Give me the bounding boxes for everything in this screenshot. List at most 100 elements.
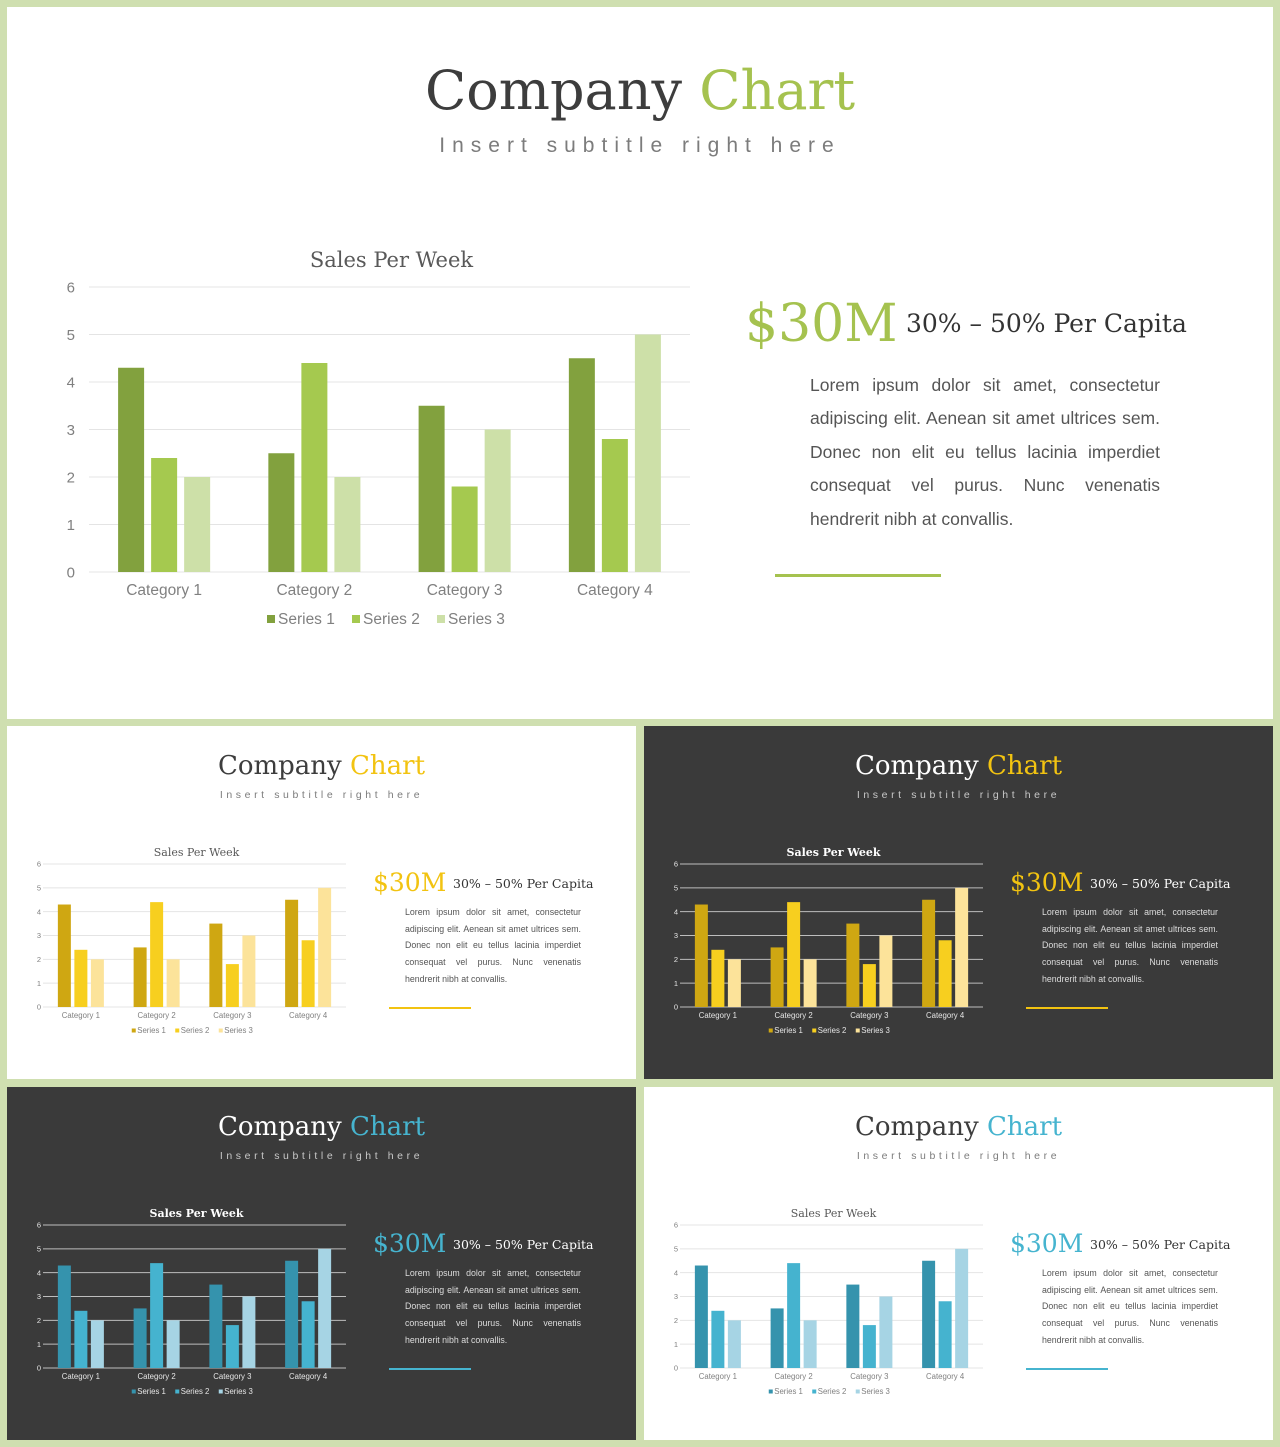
bar-3-1 — [846, 923, 860, 1007]
bar-4-2 — [938, 940, 952, 1007]
y-tick-label: 3 — [674, 931, 678, 940]
bar-4-1 — [285, 899, 299, 1007]
slide-subtitle: Insert subtitle right here — [219, 789, 424, 801]
y-tick-label: 4 — [67, 374, 75, 391]
y-tick-label: 4 — [674, 1268, 678, 1277]
legend-swatch — [131, 1389, 136, 1394]
sales-chart: Sales Per Week 0 1 2 3 4 5 6 Category 1 Category … — [37, 1207, 346, 1396]
title-accent: Chart — [987, 751, 1063, 781]
legend-swatch — [855, 1389, 860, 1394]
category-label: Category 4 — [926, 1372, 965, 1381]
legend-label: Series 3 — [861, 1387, 890, 1396]
bar-1-1 — [57, 904, 71, 1007]
legend-swatch — [267, 615, 275, 623]
legend-label: Series 2 — [818, 1387, 847, 1396]
chart-title: Sales Per Week — [787, 846, 881, 859]
slide-blue-light: Company Chart Insert subtitle right here… — [644, 1087, 1273, 1440]
category-label: Category 4 — [926, 1011, 965, 1020]
slide-title: Company Chart — [7, 59, 1273, 122]
bar-2-2 — [150, 1263, 164, 1368]
legend-swatch — [812, 1389, 817, 1394]
y-tick-label: 1 — [37, 1340, 41, 1349]
category-label: Category 2 — [138, 1372, 176, 1381]
bar-4-1 — [568, 358, 595, 572]
title-accent: Chart — [699, 59, 856, 122]
bar-1-2 — [711, 949, 725, 1007]
big-number: $30M — [745, 294, 898, 354]
bar-4-1 — [922, 1260, 936, 1368]
title-main: Company — [217, 751, 342, 781]
bar-2-3 — [166, 1320, 180, 1368]
chart-title: Sales Per Week — [150, 1207, 244, 1220]
category-label: Category 3 — [850, 1011, 888, 1020]
bar-4-3 — [634, 334, 661, 572]
bar-1-1 — [57, 1265, 71, 1368]
y-tick-label: 6 — [37, 1221, 41, 1230]
category-label: Category 1 — [62, 1372, 100, 1381]
slide-yellow-dark: Company Chart Insert subtitle right here… — [644, 726, 1273, 1079]
y-tick-label: 5 — [37, 883, 41, 892]
bar-1-1 — [118, 367, 145, 572]
bar-4-3 — [955, 1248, 969, 1368]
bar-2-1 — [268, 453, 295, 572]
y-tick-label: 1 — [37, 979, 41, 988]
big-number: $30M — [1010, 1229, 1084, 1258]
y-tick-label: 2 — [674, 1316, 678, 1325]
bar-1-3 — [90, 1320, 104, 1368]
legend-label: Series 3 — [448, 611, 505, 628]
big-number: $30M — [373, 868, 447, 897]
bar-3-3 — [879, 935, 893, 1007]
category-label: Category 1 — [62, 1011, 100, 1020]
title-main: Company — [424, 59, 683, 122]
y-tick-label: 1 — [674, 979, 678, 988]
y-tick-label: 3 — [37, 931, 41, 940]
chart-title: Sales Per Week — [791, 1207, 877, 1220]
y-tick-label: 6 — [37, 860, 41, 869]
category-label: Category 3 — [213, 1011, 251, 1020]
category-label: Category 4 — [577, 582, 653, 599]
y-tick-label: 5 — [67, 327, 75, 344]
accent-underline — [389, 1368, 471, 1370]
y-tick-label: 2 — [37, 1316, 41, 1325]
y-tick-label: 3 — [67, 422, 75, 439]
title-main: Company — [854, 1112, 979, 1142]
chart-title: Sales Per Week — [154, 846, 240, 859]
slide-subtitle: Insert subtitle right here — [439, 134, 841, 157]
bar-4-2 — [601, 439, 628, 572]
slide-subtitle: Insert subtitle right here — [856, 789, 1061, 801]
y-tick-label: 5 — [37, 1244, 41, 1253]
y-tick-label: 6 — [67, 279, 75, 296]
per-capita: 30% – 50% Per Capita — [453, 876, 594, 891]
legend-label: Series 2 — [181, 1026, 210, 1035]
legend-label: Series 2 — [181, 1387, 210, 1396]
y-tick-label: 4 — [37, 1268, 41, 1277]
y-tick-label: 5 — [674, 883, 678, 892]
slide-title: Company Chart — [7, 1112, 636, 1142]
category-label: Category 2 — [775, 1372, 813, 1381]
bar-2-1 — [770, 947, 784, 1007]
accent-underline — [389, 1007, 471, 1009]
bar-3-3 — [484, 429, 511, 572]
category-label: Category 1 — [126, 582, 202, 599]
chart-title: Sales Per Week — [310, 248, 474, 272]
per-capita: 30% – 50% Per Capita — [453, 1237, 594, 1252]
y-tick-label: 4 — [674, 907, 678, 916]
bar-3-1 — [209, 923, 223, 1007]
bar-2-3 — [334, 477, 361, 572]
y-tick-label: 0 — [674, 1364, 678, 1373]
title-accent: Chart — [350, 1112, 426, 1142]
body-text: Lorem ipsum dolor sit amet, consectetur … — [810, 375, 1160, 529]
legend-swatch — [768, 1028, 773, 1033]
legend-label: Series 3 — [861, 1026, 890, 1035]
slide-yellow-light: Company Chart Insert subtitle right here… — [7, 726, 636, 1079]
legend-label: Series 1 — [278, 611, 335, 628]
slide-blue-dark: Company Chart Insert subtitle right here… — [7, 1087, 636, 1440]
y-tick-label: 3 — [37, 1292, 41, 1301]
per-capita: 30% – 50% Per Capita — [906, 309, 1187, 338]
legend-swatch — [175, 1028, 180, 1033]
bar-2-2 — [150, 902, 164, 1007]
bar-4-3 — [955, 887, 969, 1007]
legend-swatch — [352, 615, 360, 623]
category-label: Category 1 — [699, 1372, 737, 1381]
bar-1-1 — [694, 904, 708, 1007]
